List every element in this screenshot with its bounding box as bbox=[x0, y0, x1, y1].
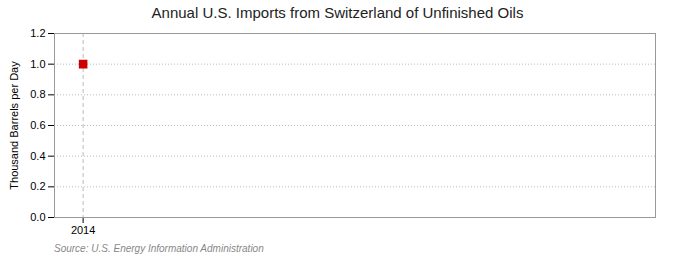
html-text:Annual U.S. Imports from Switz: Annual U.S. Imports from Switzerland of … bbox=[151, 4, 524, 21]
svg-text:0.4: 0.4 bbox=[30, 150, 45, 162]
svg-text:0.0: 0.0 bbox=[30, 211, 45, 223]
svg-text:0.2: 0.2 bbox=[30, 180, 45, 192]
svg-text:1.2: 1.2 bbox=[30, 27, 45, 39]
svg-text:0.6: 0.6 bbox=[30, 119, 45, 131]
svg-text:0.8: 0.8 bbox=[30, 88, 45, 100]
svg-text:Thousand Barrels per Day: Thousand Barrels per Day bbox=[8, 61, 20, 190]
html-text:Source: U.S. Energy Informatio: Source: U.S. Energy Information Administ… bbox=[54, 243, 264, 254]
svg-text:1.0: 1.0 bbox=[30, 58, 45, 70]
svg-text:2014: 2014 bbox=[71, 224, 95, 236]
